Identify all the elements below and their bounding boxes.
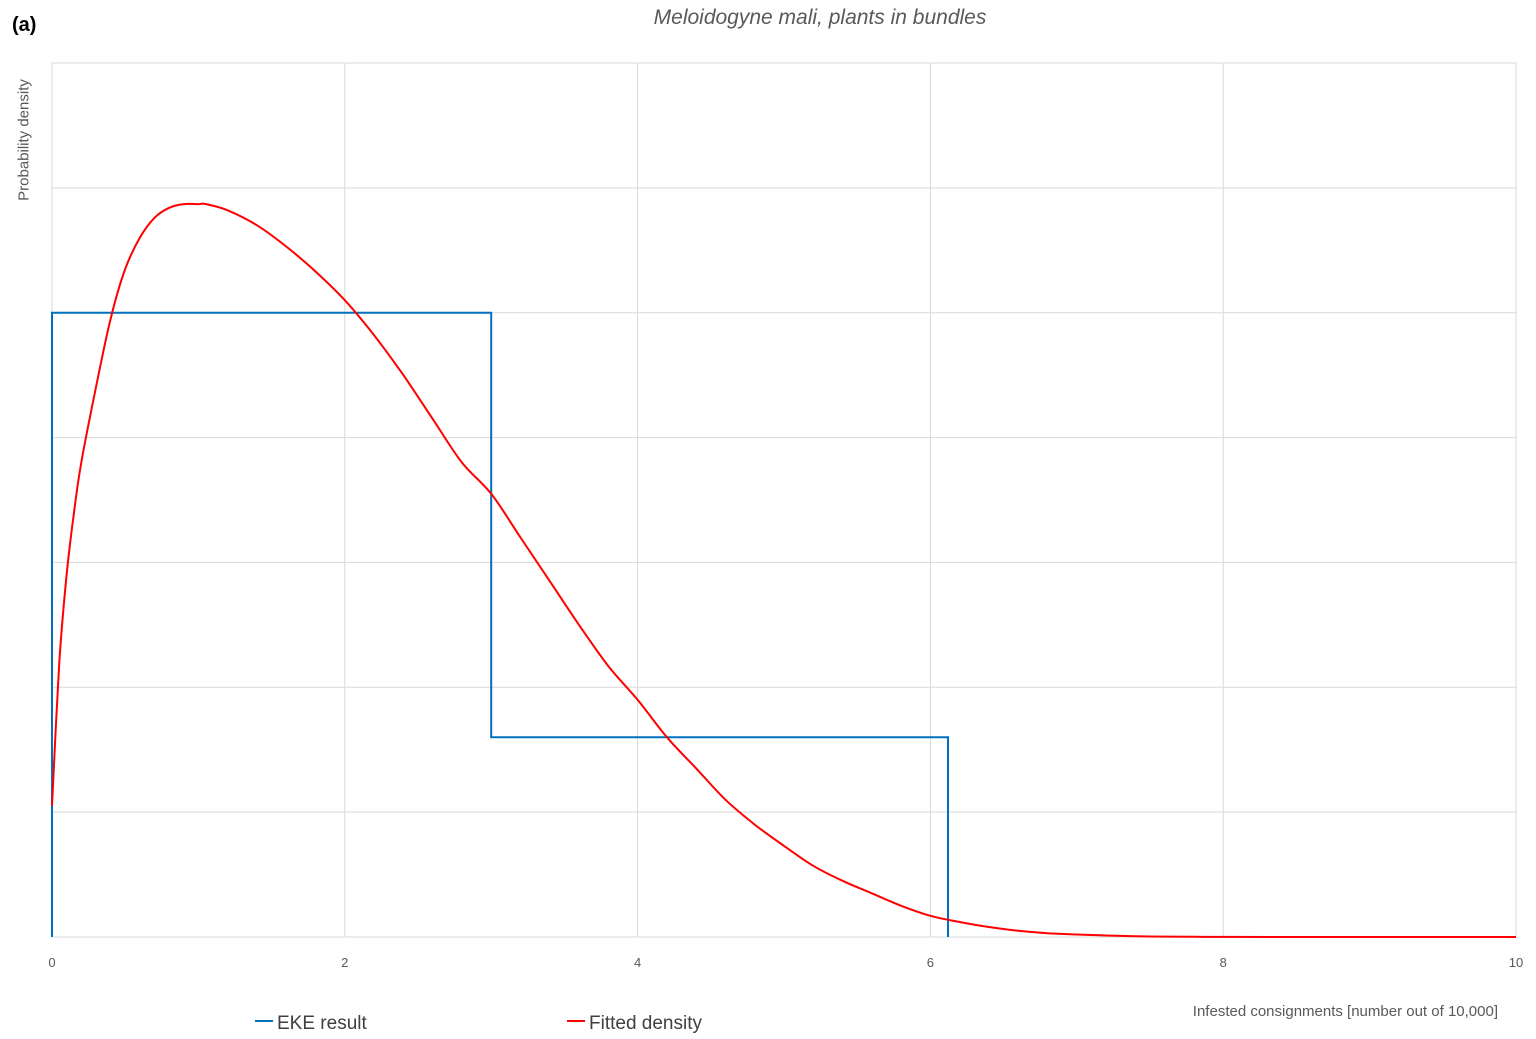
grid-layer [51,62,1517,938]
legend-swatch-eke [255,1019,273,1022]
panel-label: (a) [12,14,37,36]
legend-label-eke: EKE result [277,1013,367,1034]
series-layer [51,202,1516,938]
legend-swatch-fitted [567,1019,585,1022]
fitted-density-line [51,202,1516,938]
x-tick-label: 8 [1220,955,1227,970]
legend-item-fitted-density: Fitted density [567,1013,702,1035]
x-tick-label: 6 [927,955,934,970]
x-axis-label: Infested consignments [number out of 10,… [1192,1003,1498,1020]
x-tick-label: 10 [1509,955,1523,970]
eke-result-line [51,311,949,937]
x-tick-label: 4 [634,955,641,970]
legend-label-fitted: Fitted density [589,1013,702,1034]
x-tick-label: 0 [48,955,55,970]
x-tick-labels: 0 2 4 6 8 10 [48,955,1523,970]
x-tick-label: 2 [341,955,348,970]
chart-title: Meloidogyne mali, plants in bundles [653,6,987,29]
legend-item-eke-result: EKE result [255,1013,367,1035]
